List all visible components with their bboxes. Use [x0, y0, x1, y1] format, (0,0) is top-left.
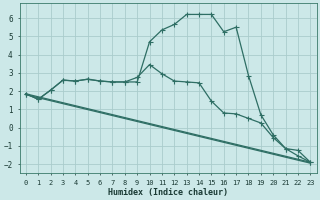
X-axis label: Humidex (Indice chaleur): Humidex (Indice chaleur): [108, 188, 228, 197]
